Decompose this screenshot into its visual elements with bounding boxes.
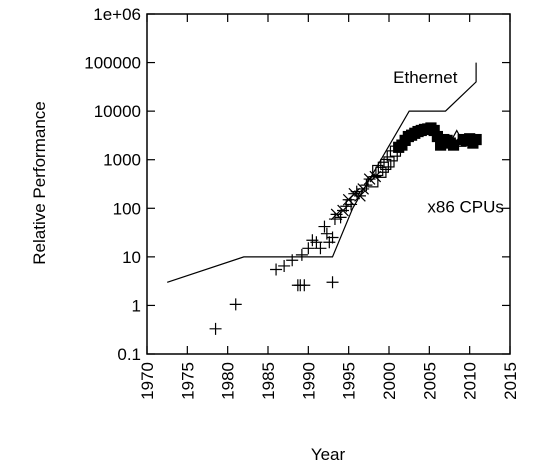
y-tick-label: 10000 [94,102,141,121]
cpu-series [209,122,482,335]
cpu-point [326,276,339,289]
ethernet-series [167,62,477,283]
x-tick-label: 1995 [340,362,359,400]
y-axis-label: Relative Performance [30,101,49,264]
annotation: Ethernet [393,68,458,87]
annotations: Ethernet x86 CPUs [393,68,504,216]
cpu-point [470,133,482,146]
axis-ticks [146,13,511,355]
x-tick-label: 1990 [299,362,318,400]
y-tick-label: 100 [113,199,141,218]
cpu-point [326,231,339,244]
cpu-point [310,236,323,249]
x-axis-label: Year [311,445,346,464]
y-tick-labels: 0.1 1 10 100 1000 10000 100000 1e+06 [84,5,141,364]
cpu-point [302,242,315,255]
x-tick-label: 1985 [259,362,278,400]
cpu-point [345,198,358,211]
cpu-point [328,213,341,226]
cpu-point [360,179,373,192]
y-tick-label: 10 [122,248,141,267]
x-tick-label: 2015 [501,362,520,400]
y-tick-label: 1000 [103,151,141,170]
cpu-point [323,236,336,249]
y-tick-label: 100000 [84,54,141,73]
cpu-point [298,279,311,292]
y-tick-label: 1e+06 [93,5,141,24]
cpu-point [369,170,382,183]
x-tick-label: 2005 [420,362,439,400]
x-tick-label: 1980 [219,362,238,400]
x-tick-labels: 1970 1975 1980 1985 1990 1995 2000 2005 2010 2015 [138,362,520,400]
cpu-point [314,242,327,255]
cpu-point [372,164,384,177]
cpu-point [380,158,392,171]
ethernet-line [167,62,477,283]
y-tick-label: 1 [132,296,141,315]
cpu-point [286,254,299,267]
cpu-point [270,263,283,276]
cpu-point [278,259,291,272]
y-tick-label: 0.1 [117,345,141,364]
cpu-point [209,322,222,335]
plot-frame [146,13,511,355]
cpu-point [353,190,366,202]
x-tick-label: 1975 [178,362,197,400]
cpu-point [318,220,331,233]
x-tick-label: 2010 [461,362,480,400]
cpu-point [295,248,308,261]
x-tick-label: 1970 [138,362,157,400]
cpu-point [229,298,242,311]
annotation: x86 CPUs [427,197,504,216]
x-tick-label: 2000 [380,362,399,400]
cpu-point [383,156,395,168]
